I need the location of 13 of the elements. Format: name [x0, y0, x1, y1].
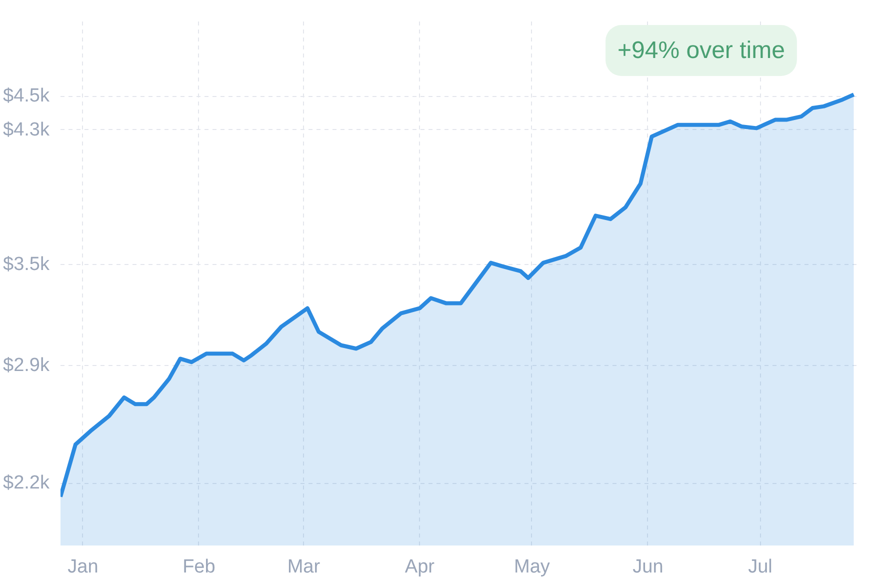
y-tick-label: $4.5k — [3, 86, 50, 107]
x-tick-label: Feb — [182, 556, 216, 578]
x-tick-label: Mar — [287, 556, 321, 578]
x-tick-label: Apr — [404, 556, 436, 578]
annotation: +94% over time — [618, 37, 785, 64]
x-tick-label: Jul — [748, 556, 772, 578]
x-tick-label: May — [514, 556, 550, 578]
y-tick-label: $4.3k — [3, 119, 50, 140]
y-tick-label: $2.2k — [3, 472, 50, 494]
x-tick-label: Jun — [632, 556, 664, 578]
y-tick-label: $3.5k — [3, 254, 50, 275]
x-tick-label: Jan — [68, 556, 98, 578]
y-tick-label: $2.9k — [3, 354, 50, 376]
